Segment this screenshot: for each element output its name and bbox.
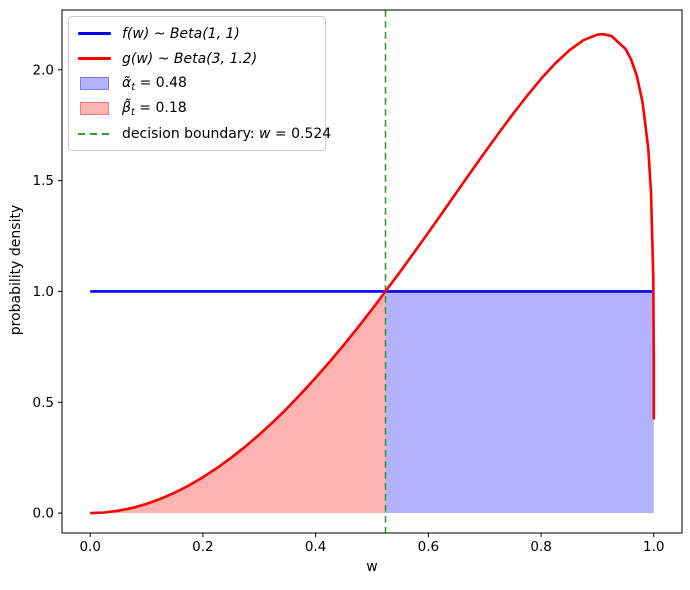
beta-patch-swatch: [78, 102, 111, 115]
legend-row-beta: β̃t = 0.18: [78, 96, 317, 121]
y-axis-label: probability density: [8, 204, 24, 336]
y-tick-label: 0.0: [33, 506, 54, 522]
legend: f(w) ~ Beta(1, 1) g(w) ~ Beta(3, 1.2) α̃…: [68, 16, 331, 151]
x-tick-label: 0.4: [305, 539, 326, 555]
plot-frame: [61, 9, 683, 534]
x-tick-label: 0.8: [530, 539, 551, 555]
x-tick-label: 0.6: [418, 539, 439, 555]
legend-label-alpha: α̃t = 0.48: [122, 74, 187, 93]
alpha-patch-swatch: [78, 77, 111, 90]
beta-region-fill: [90, 291, 386, 514]
legend-row-boundary: decision boundary: w = 0.524: [78, 121, 331, 146]
y-tick-label: 1.5: [33, 173, 54, 189]
alpha-region-fill: [385, 291, 654, 513]
legend-label-g: g(w) ~ Beta(3, 1.2): [122, 50, 258, 67]
f-line-swatch: [78, 32, 111, 35]
g-density-curve: [90, 32, 656, 515]
x-tick-label: 0.2: [192, 539, 213, 555]
x-tick-label: 1.0: [643, 539, 664, 555]
x-tick-label: 0.0: [79, 539, 100, 555]
g-line-swatch: [78, 57, 111, 60]
legend-label-beta: β̃t = 0.18: [122, 99, 187, 118]
legend-label-f: f(w) ~ Beta(1, 1): [122, 25, 240, 42]
legend-row-alpha: α̃t = 0.48: [78, 71, 317, 96]
legend-row-f: f(w) ~ Beta(1, 1): [78, 21, 317, 46]
y-tick-label: 0.5: [33, 395, 54, 411]
boundary-dash-swatch: [78, 132, 111, 135]
x-axis-label: w: [366, 559, 378, 575]
y-tick-label: 1.0: [33, 284, 54, 300]
legend-label-boundary: decision boundary: w = 0.524: [122, 125, 332, 142]
legend-row-g: g(w) ~ Beta(3, 1.2): [78, 46, 317, 71]
y-tick-label: 2.0: [33, 62, 54, 78]
